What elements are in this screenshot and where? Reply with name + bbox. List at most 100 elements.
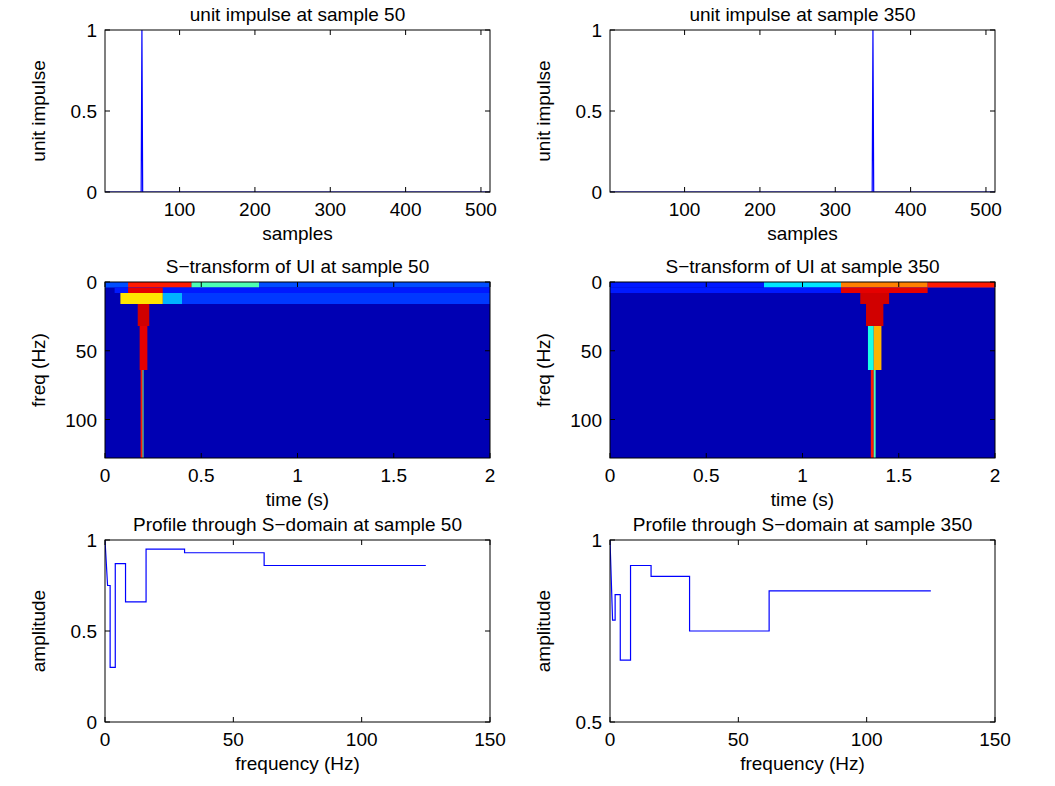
x-tick-label: 50 (223, 729, 244, 750)
heatmap-cell (610, 288, 841, 294)
x-tick-label: 200 (239, 199, 271, 220)
heatmap-cell (163, 293, 182, 304)
heatmap-cell (128, 288, 163, 294)
y-tick (610, 419, 615, 420)
x-axis-title: frequency (Hz) (235, 753, 360, 774)
x-tick (490, 453, 491, 458)
x-tick (802, 282, 803, 287)
plot-area (610, 540, 995, 722)
heatmap-cell (142, 370, 144, 458)
x-tick (105, 717, 106, 722)
y-tick (990, 350, 995, 351)
x-tick-label: 400 (895, 199, 927, 220)
y-axis-title: unit impulse (533, 60, 554, 161)
heatmap-cell (860, 293, 889, 304)
x-tick-label: 100 (346, 729, 378, 750)
x-tick (105, 453, 106, 458)
x-tick (759, 30, 760, 35)
panel: 05010015000.51Profile through S−domain a… (28, 514, 506, 774)
x-tick (985, 187, 986, 192)
x-tick-label: 0 (605, 729, 616, 750)
data-group (610, 540, 931, 660)
y-tick (105, 350, 110, 351)
panel: 0501001500.51Profile through S−domain at… (533, 514, 1011, 774)
x-tick (393, 453, 394, 458)
series-line (105, 30, 490, 192)
x-tick (910, 30, 911, 35)
panel-title: Profile through S−domain at sample 50 (133, 514, 462, 535)
panel-title: Profile through S−domain at sample 350 (633, 514, 973, 535)
x-tick (898, 282, 899, 287)
x-tick-label: 500 (465, 199, 497, 220)
y-tick (990, 419, 995, 420)
x-tick (233, 540, 234, 545)
plot-area (610, 282, 995, 458)
heatmap-cell (610, 282, 995, 458)
heatmap-cell (182, 293, 490, 304)
x-tick (835, 187, 836, 192)
y-tick (105, 282, 110, 283)
x-tick (835, 30, 836, 35)
panel-title: unit impulse at sample 50 (190, 4, 405, 25)
x-tick-label: 0 (100, 729, 111, 750)
y-tick (990, 111, 995, 112)
heatmap-cell (610, 282, 995, 288)
x-tick (405, 187, 406, 192)
heatmap-cell (140, 326, 148, 370)
x-tick (480, 187, 481, 192)
x-tick (233, 717, 234, 722)
heatmap-cell (764, 282, 841, 288)
y-tick (485, 282, 490, 283)
y-tick-label: 1 (591, 530, 602, 551)
x-tick (706, 453, 707, 458)
x-tick (738, 540, 739, 545)
x-tick-label: 1.5 (886, 465, 912, 486)
y-tick (485, 540, 490, 541)
y-axis-title: unit impulse (28, 60, 49, 161)
y-axis-title: freq (Hz) (533, 333, 554, 407)
heatmap-cell (115, 288, 490, 294)
x-tick (490, 717, 491, 722)
y-tick (105, 540, 110, 541)
heatmap-cell (128, 282, 192, 288)
x-tick (480, 30, 481, 35)
y-tick-label: 1 (591, 20, 602, 41)
y-tick-label: 0.5 (576, 101, 602, 122)
x-tick (866, 717, 867, 722)
x-tick-label: 2 (990, 465, 1001, 486)
x-tick-label: 500 (970, 199, 1002, 220)
x-tick (179, 187, 180, 192)
heatmap-cell (871, 370, 874, 458)
plot-area (610, 30, 995, 192)
x-tick (179, 30, 180, 35)
y-tick (990, 540, 995, 541)
x-axis-title: time (s) (771, 489, 834, 510)
x-tick (201, 282, 202, 287)
x-tick (684, 187, 685, 192)
x-tick (995, 282, 996, 287)
y-tick (485, 631, 490, 632)
x-tick (910, 187, 911, 192)
axes-frame (105, 540, 490, 722)
x-tick-label: 200 (744, 199, 776, 220)
x-tick (201, 453, 202, 458)
y-tick (105, 722, 110, 723)
x-tick-label: 50 (728, 729, 749, 750)
y-tick-label: 50 (581, 341, 602, 362)
x-axis-title: samples (262, 223, 333, 244)
data-group (105, 30, 490, 192)
heatmap-cell (120, 293, 162, 304)
x-tick (405, 30, 406, 35)
axes-frame (105, 282, 490, 458)
x-tick-label: 400 (390, 199, 422, 220)
y-tick (105, 419, 110, 420)
heatmap-cell (841, 288, 928, 294)
x-tick-label: 1.5 (381, 465, 407, 486)
y-tick (485, 722, 490, 723)
y-tick (485, 419, 490, 420)
x-tick (610, 717, 611, 722)
panel-title: unit impulse at sample 350 (689, 4, 915, 25)
y-tick-label: 0 (591, 272, 602, 293)
panel: 00.511.52050100S−transform of UI at samp… (533, 256, 1000, 510)
x-tick (105, 282, 106, 287)
